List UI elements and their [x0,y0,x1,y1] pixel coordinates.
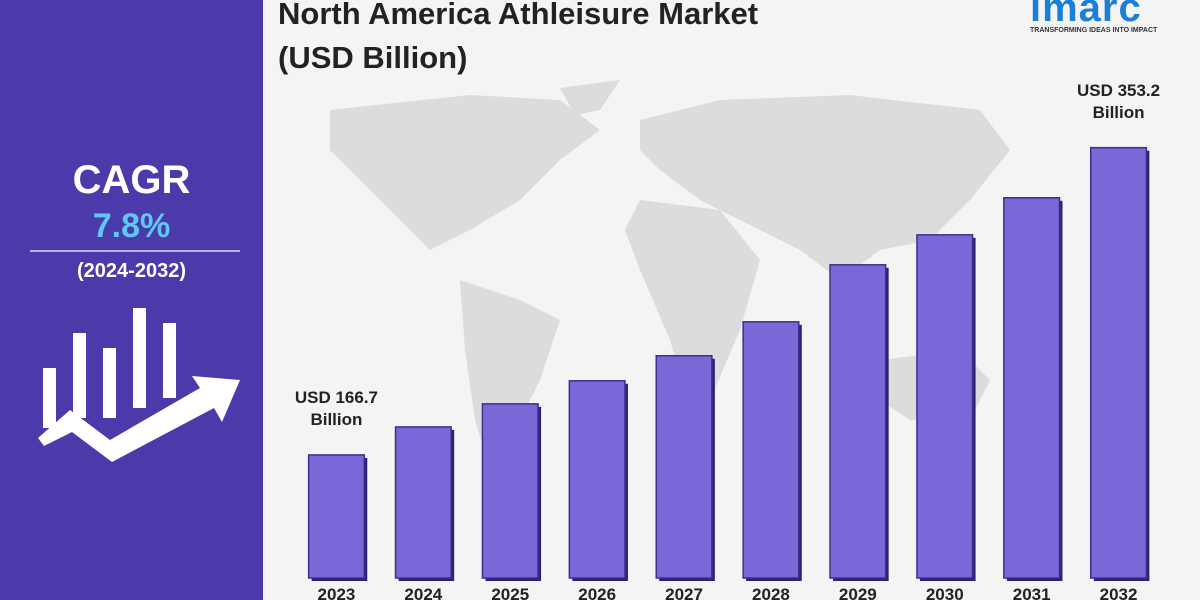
cagr-value: 7.8% [92,207,171,245]
logo-tagline: TRANSFORMING IDEAS INTO IMPACT [1030,27,1158,34]
bar [481,403,539,579]
bar [1003,197,1061,579]
bar [916,234,974,579]
bar [394,426,452,579]
divider [30,250,240,252]
chart-title: North America Athleisure Market (USD Bil… [278,0,759,75]
bar [655,355,713,579]
bar [829,264,887,579]
x-tick-label: 2025 [491,585,529,600]
sidebar: CAGR 7.8% (2024-2032) [0,0,263,600]
cagr-label: CAGR [72,158,191,202]
bar [742,321,800,579]
x-tick-label: 2023 [318,585,356,600]
x-tick-label: 2027 [665,585,703,600]
value-label: USD 353.2 Billion [1076,80,1161,122]
x-tick-label: 2029 [839,585,877,600]
world-map [330,80,1010,470]
value-label: USD 166.7 Billion [294,387,379,429]
growth-icon [38,308,240,462]
bar [568,380,626,579]
x-tick-label: 2031 [1013,585,1051,600]
logo: imarc [1030,0,1142,30]
x-tick-label: 2026 [578,585,616,600]
x-tick-label: 2032 [1100,585,1138,600]
cagr-period: (2024-2032) [77,260,186,282]
x-tick-label: 2024 [404,585,442,600]
x-tick-label: 2030 [926,585,964,600]
icon-layer [38,308,240,462]
bar [307,454,366,579]
x-tick-label: 2028 [752,585,790,600]
bar [1089,146,1148,579]
